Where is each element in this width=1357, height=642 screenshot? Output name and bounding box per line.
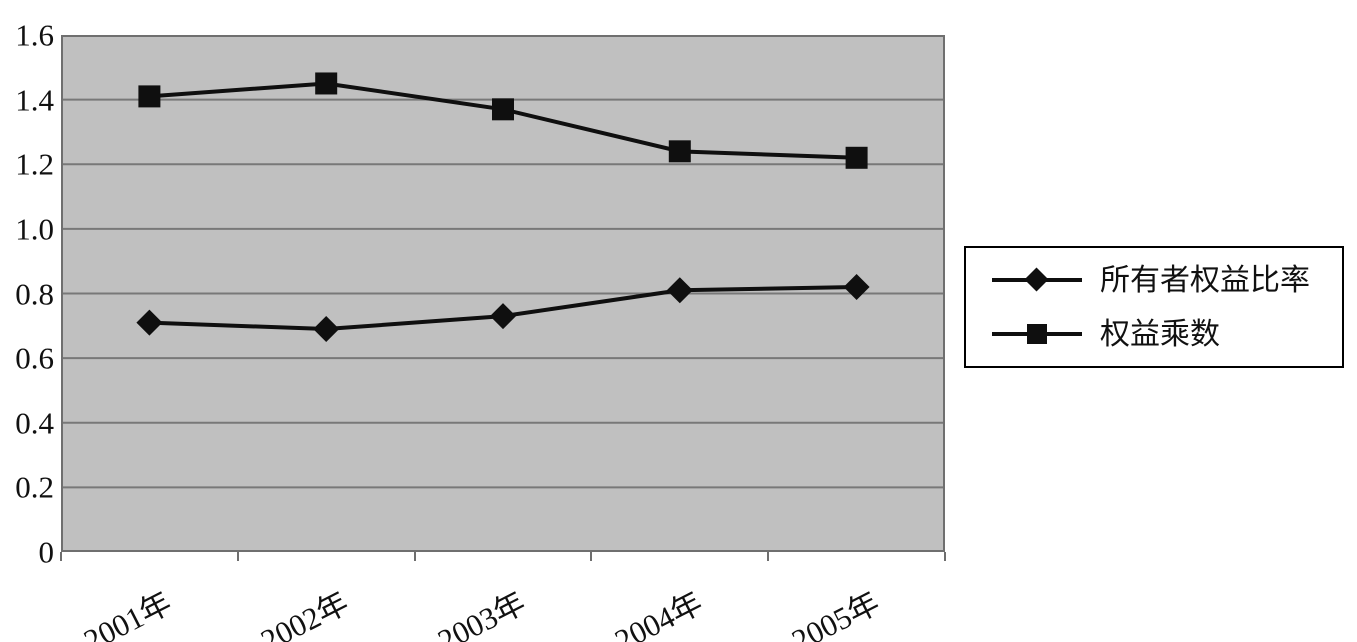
y-axis-label: 1.2 [15, 146, 54, 182]
square-marker-icon [1027, 324, 1047, 344]
square-marker-icon [492, 98, 514, 121]
legend: 所有者权益比率 权益乘数 [964, 246, 1344, 368]
plot-area [61, 35, 945, 552]
x-axis-tick [590, 552, 593, 561]
diamond-marker-icon [666, 277, 693, 304]
x-axis-label: 2003年 [432, 584, 531, 642]
legend-label-equity-multiplier: 权益乘数 [1100, 317, 1220, 351]
diamond-marker-icon [843, 274, 870, 301]
diamond-marker-icon [1024, 267, 1049, 292]
square-marker-icon [315, 72, 338, 95]
x-axis-label: 2004年 [608, 584, 708, 642]
y-axis-label: 0 [38, 534, 55, 570]
legend-item-owner-equity-ratio: 所有者权益比率 [992, 263, 1342, 297]
diamond-marker-icon [490, 303, 516, 330]
diamond-marker-icon [136, 309, 163, 336]
x-axis-tick [236, 552, 239, 561]
x-axis-tick [767, 552, 770, 561]
y-axis-label: 0.4 [15, 405, 54, 441]
y-axis-label: 1.0 [15, 211, 54, 247]
x-axis-tick [60, 552, 62, 561]
x-axis-label: 2002年 [255, 584, 355, 642]
y-axis-label: 0.6 [15, 340, 54, 376]
square-marker-icon [845, 146, 868, 169]
legend-item-equity-multiplier: 权益乘数 [992, 317, 1342, 351]
x-axis-tick [413, 552, 416, 561]
y-axis-label: 1.4 [15, 82, 54, 118]
plot-svg [61, 35, 945, 552]
x-axis-tick [944, 552, 946, 561]
y-axis-label: 0.8 [15, 276, 54, 311]
diamond-marker-icon [313, 316, 340, 343]
diamond-series-sample-icon [992, 266, 1082, 294]
y-axis-label: 0.2 [15, 469, 54, 505]
x-axis-label: 2001年 [78, 584, 178, 642]
square-series-sample-icon [992, 320, 1082, 348]
x-axis-label: 2005年 [785, 584, 885, 642]
square-marker-icon [668, 140, 691, 163]
y-axis-label: 1.6 [15, 17, 54, 53]
legend-label-owner-equity-ratio: 所有者权益比率 [1100, 263, 1310, 297]
square-marker-icon [138, 85, 161, 108]
